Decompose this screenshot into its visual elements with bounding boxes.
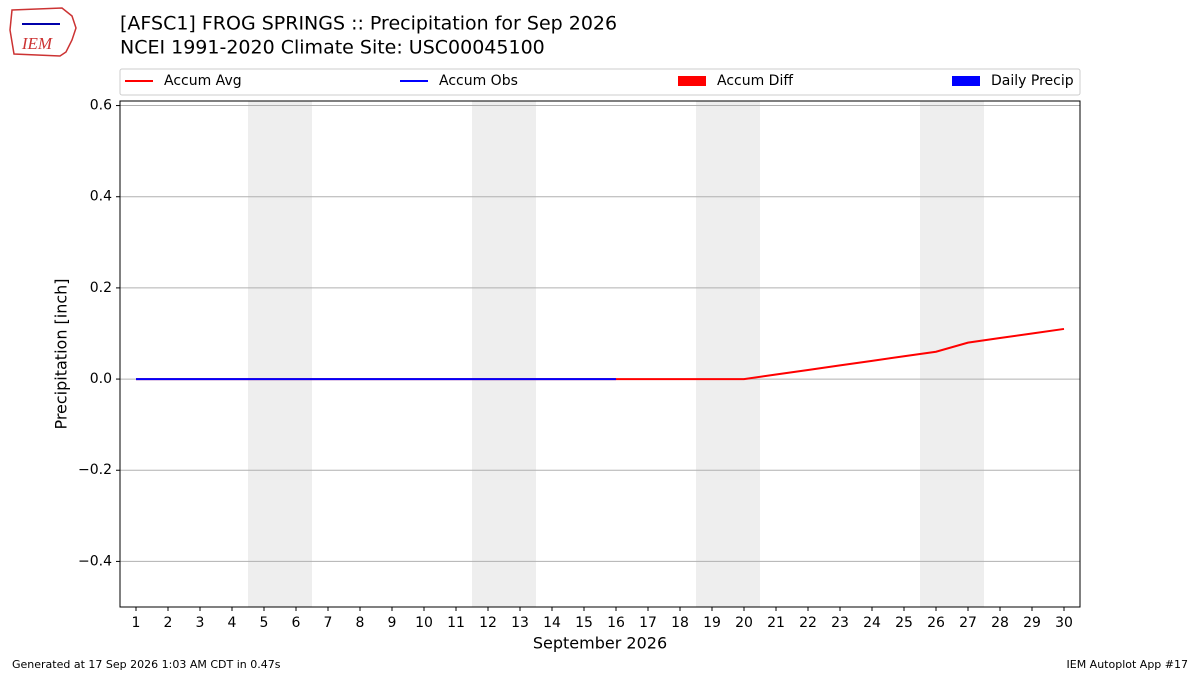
logo: IEM — [9, 7, 77, 57]
y-tick-label: 0.0 — [90, 371, 112, 387]
x-axis-label: September 2026 — [533, 634, 667, 653]
x-tick-label: 21 — [767, 615, 785, 631]
x-tick-label: 2 — [164, 615, 173, 631]
y-axis-label: Precipitation [inch] — [52, 278, 71, 429]
x-tick-label: 14 — [543, 615, 561, 631]
chart-title: [AFSC1] FROG SPRINGS :: Precipitation fo… — [120, 13, 617, 35]
plot-frame — [119, 100, 1081, 608]
x-tick-label: 5 — [260, 615, 269, 631]
weekend-shade — [248, 101, 312, 607]
legend-label: Accum Obs — [439, 73, 518, 89]
x-tick-label: 25 — [895, 615, 913, 631]
x-tick-label: 10 — [415, 615, 433, 631]
x-tick-label: 6 — [292, 615, 301, 631]
x-tick-label: 20 — [735, 615, 753, 631]
y-tick-label: −0.4 — [78, 553, 112, 569]
x-tick-label: 15 — [575, 615, 593, 631]
footer-left: Generated at 17 Sep 2026 1:03 AM CDT in … — [12, 658, 281, 671]
x-tick-label: 11 — [447, 615, 465, 631]
x-tick-label: 13 — [511, 615, 529, 631]
x-tick-label: 9 — [388, 615, 397, 631]
legend-label: Accum Avg — [164, 73, 242, 89]
logo-text: IEM — [21, 34, 53, 53]
logo-outline — [9, 7, 77, 57]
y-tick-label: 0.2 — [90, 280, 112, 296]
x-tick-label: 18 — [671, 615, 689, 631]
chart-subtitle: NCEI 1991-2020 Climate Site: USC00045100 — [120, 37, 545, 59]
legend-label: Accum Diff — [717, 73, 793, 89]
weekend-shade — [696, 101, 760, 607]
weekend-shade — [920, 101, 984, 607]
y-tick-label: 0.4 — [90, 189, 112, 205]
footer-right: IEM Autoplot App #17 — [1067, 658, 1189, 671]
legend-label: Daily Precip — [991, 73, 1074, 89]
x-tick-label: 12 — [479, 615, 497, 631]
x-tick-label: 23 — [831, 615, 849, 631]
legend-swatch — [952, 76, 980, 86]
x-tick-label: 7 — [324, 615, 333, 631]
x-tick-label: 29 — [1023, 615, 1041, 631]
x-tick-label: 30 — [1055, 615, 1073, 631]
x-tick-label: 8 — [356, 615, 365, 631]
x-tick-label: 27 — [959, 615, 977, 631]
x-tick-label: 28 — [991, 615, 1009, 631]
x-tick-label: 16 — [607, 615, 625, 631]
x-tick-label: 22 — [799, 615, 817, 631]
x-tick-label: 24 — [863, 615, 881, 631]
y-tick-label: 0.6 — [90, 98, 112, 114]
legend-swatch — [678, 76, 706, 86]
x-tick-label: 26 — [927, 615, 945, 631]
x-tick-label: 4 — [228, 615, 237, 631]
x-tick-label: 1 — [132, 615, 141, 631]
x-tick-label: 19 — [703, 615, 721, 631]
weekend-shade — [472, 101, 536, 607]
x-tick-label: 17 — [639, 615, 657, 631]
y-tick-label: −0.2 — [78, 462, 112, 478]
legend-box — [119, 68, 1081, 96]
x-tick-label: 3 — [196, 615, 205, 631]
